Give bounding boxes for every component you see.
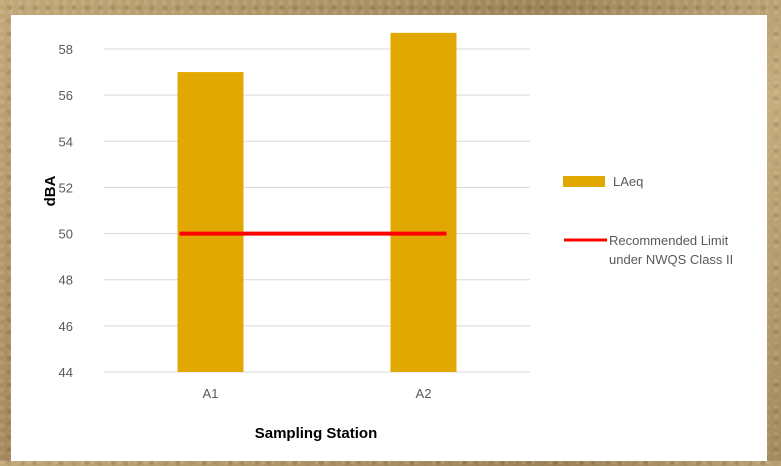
legend-swatch-laeq: [563, 176, 605, 187]
legend-label-limit-line1: Recommended Limit: [609, 233, 729, 248]
y-tick-label: 52: [59, 180, 73, 195]
bar-a1: [177, 72, 244, 373]
y-tick-labels: 44 46 48 50 52 54 56 58: [59, 42, 73, 380]
y-tick-label: 46: [59, 319, 73, 334]
y-tick-label: 44: [59, 365, 73, 380]
bars: [177, 32, 457, 373]
legend-label-laeq: LAeq: [613, 174, 643, 189]
x-axis-title: Sampling Station: [255, 425, 378, 442]
y-tick-label: 48: [59, 273, 73, 288]
chart-svg: 44 46 48 50 52 54 56 58 A1 A2 Sampling Station d…: [42, 32, 733, 442]
x-tick-labels: A1 A2: [203, 386, 432, 401]
bar-a2: [390, 32, 457, 372]
y-tick-label: 56: [59, 88, 73, 103]
x-tick-label: A1: [203, 386, 219, 401]
legend-label-limit-line2: under NWQS Class II: [609, 252, 733, 267]
y-axis-title: dBA: [42, 175, 59, 206]
x-tick-label: A2: [416, 386, 432, 401]
gridlines: [104, 48, 530, 373]
y-tick-label: 54: [59, 134, 73, 149]
legend: LAeq Recommended Limit under NWQS Class …: [563, 174, 733, 267]
y-tick-label: 50: [59, 227, 73, 242]
chart-panel: 44 46 48 50 52 54 56 58 A1 A2 Sampling Station d…: [11, 15, 767, 461]
y-tick-label: 58: [59, 42, 73, 57]
